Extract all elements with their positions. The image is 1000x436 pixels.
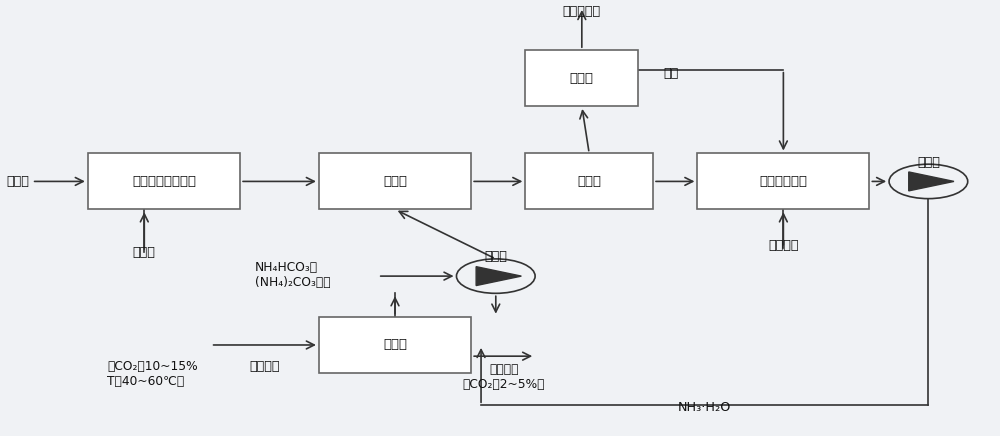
Text: 净化烟气
（CO₂：2~5%）: 净化烟气 （CO₂：2~5%） [462,363,545,391]
Text: 吸收塔: 吸收塔 [383,338,407,351]
Text: 循环泵: 循环泵 [917,156,940,169]
Text: 补充氨水: 补充氨水 [768,239,799,252]
Bar [319,317,471,373]
Text: 吸收液混合池: 吸收液混合池 [759,175,807,188]
Bar [525,153,653,209]
Bar [88,153,240,209]
Text: NH₄HCO₃、
(NH₄)₂CO₃溶液: NH₄HCO₃、 (NH₄)₂CO₃溶液 [255,261,331,289]
Text: 再生池: 再生池 [383,175,407,188]
Text: 滤液: 滤液 [663,68,678,81]
Bar [525,50,638,106]
Text: 沉淠池: 沉淠池 [577,175,601,188]
Bar [319,153,471,209]
Polygon shape [476,267,521,286]
Text: 固定化产物: 固定化产物 [563,5,601,18]
Text: NH₃·H₂O: NH₃·H₂O [678,401,731,414]
Text: 过滤机: 过滤机 [570,72,594,85]
Polygon shape [909,172,954,191]
Text: 循环泵: 循环泵 [484,250,507,263]
Text: 电石渣浆液配制池: 电石渣浆液配制池 [132,175,196,188]
Bar [697,153,869,209]
Text: 电石渣: 电石渣 [6,175,29,188]
Text: 燃煤烟气: 燃煤烟气 [249,360,280,373]
Text: （CO₂：10~15%
T：40~60℃）: （CO₂：10~15% T：40~60℃） [107,360,198,388]
Text: 工艺水: 工艺水 [133,246,156,259]
